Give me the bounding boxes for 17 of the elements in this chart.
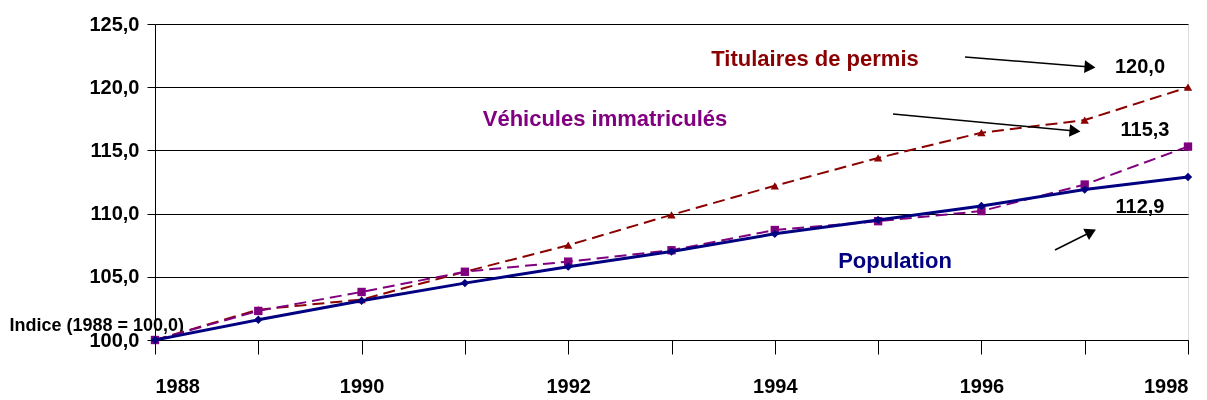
text: Véhicules immatriculés [482,106,728,131]
data-label: 120,0 [1114,55,1166,78]
y-tick-label: 115,0 [90,138,140,161]
x-tick-label: 1992 [546,374,591,397]
x-tick-label: 1990 [339,374,385,397]
x-tick-label: 1994 [753,374,799,397]
y-tick-label: 120,0 [89,75,140,98]
data-label: 112,9 [1115,194,1165,217]
data-label: 115,3 [1120,117,1170,140]
y-tick-label: 105,0 [89,265,140,288]
text: Titulaires de permis [711,46,919,71]
series-label: Population [838,248,952,273]
x-tick-label: 1988 [155,374,200,397]
y-tick-label: 125,0 [89,12,140,35]
y-tick-label: 110,0 [90,202,140,225]
x-tick-label: 1998 [1144,374,1189,397]
x-tick-label: 1996 [959,374,1005,397]
